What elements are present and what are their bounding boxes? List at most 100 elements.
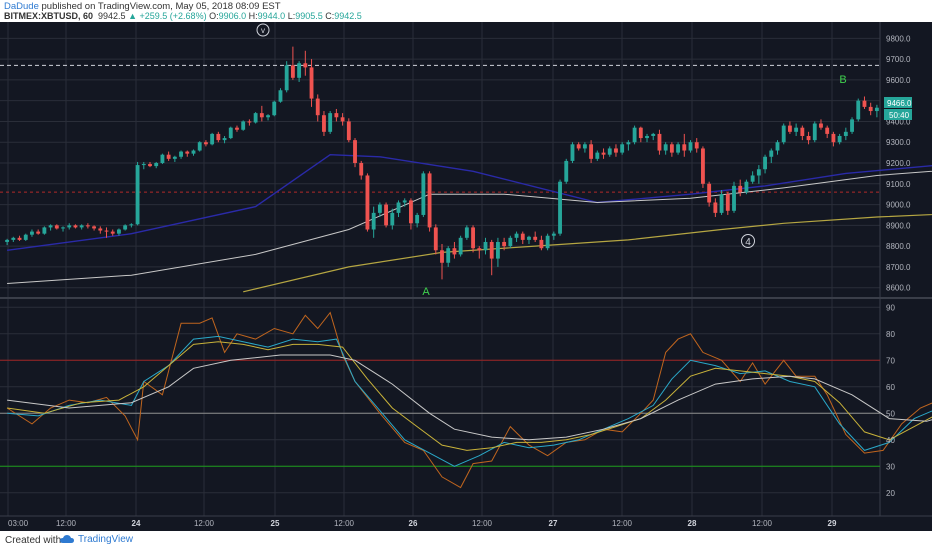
candle bbox=[365, 173, 370, 232]
candle-body bbox=[334, 113, 339, 118]
low-label: L: bbox=[287, 11, 296, 21]
candle bbox=[794, 123, 799, 136]
rsi-tick-label: 40 bbox=[886, 436, 895, 445]
candle-body bbox=[421, 173, 426, 215]
candle bbox=[135, 161, 140, 226]
candle-body bbox=[353, 140, 357, 163]
candle-body bbox=[110, 231, 115, 234]
candle bbox=[713, 198, 718, 218]
candle-body bbox=[303, 63, 308, 68]
candle-body bbox=[533, 236, 538, 240]
candle bbox=[129, 223, 134, 228]
candle-body bbox=[185, 151, 190, 154]
candle-body bbox=[502, 241, 507, 247]
candle-body bbox=[769, 150, 774, 157]
candle bbox=[272, 100, 277, 117]
candle bbox=[278, 88, 283, 103]
candle-body bbox=[73, 225, 78, 228]
candle-body bbox=[266, 115, 270, 118]
candle-body bbox=[701, 148, 705, 184]
candle bbox=[123, 224, 128, 231]
candle-body bbox=[340, 117, 345, 122]
candle-body bbox=[259, 113, 264, 118]
candle bbox=[303, 50, 308, 76]
candle-body bbox=[707, 183, 712, 203]
candle-body bbox=[812, 123, 817, 141]
price-tick-label: 9400.0 bbox=[886, 117, 911, 126]
candle-body bbox=[135, 165, 140, 225]
candle bbox=[79, 224, 84, 230]
candle bbox=[421, 171, 426, 218]
candle bbox=[266, 114, 270, 121]
candle bbox=[42, 226, 47, 235]
candle-body bbox=[471, 227, 475, 249]
rsi-tick-label: 80 bbox=[886, 330, 895, 339]
candle-body bbox=[384, 204, 389, 226]
author-link[interactable]: DaDude bbox=[4, 1, 39, 12]
candle bbox=[856, 98, 861, 122]
candle bbox=[558, 179, 562, 236]
candle bbox=[874, 104, 879, 118]
candle bbox=[346, 118, 351, 143]
candle bbox=[756, 165, 761, 184]
candle-body bbox=[365, 175, 370, 230]
candle-body bbox=[309, 67, 314, 99]
candle bbox=[551, 231, 556, 240]
candle bbox=[464, 225, 469, 240]
candle bbox=[843, 127, 848, 141]
candle-body bbox=[719, 194, 724, 213]
candle-body bbox=[508, 237, 513, 247]
candle-body bbox=[676, 144, 681, 153]
candle-body bbox=[527, 236, 531, 240]
time-tick-label: 25 bbox=[271, 519, 280, 528]
candle bbox=[763, 154, 767, 174]
chart-canvas[interactable]: 9800.09700.09600.09500.09400.09300.09200… bbox=[0, 22, 932, 531]
candle bbox=[502, 237, 507, 251]
candle-body bbox=[570, 144, 575, 161]
candle bbox=[61, 226, 65, 232]
candle bbox=[669, 142, 674, 157]
candle-body bbox=[732, 185, 736, 211]
candle-body bbox=[669, 144, 674, 153]
candle bbox=[30, 229, 34, 237]
candle-body bbox=[458, 237, 463, 255]
candle-body bbox=[179, 151, 183, 157]
candle-body bbox=[203, 142, 208, 145]
candle bbox=[638, 126, 643, 143]
candle bbox=[620, 142, 625, 155]
candle-body bbox=[222, 138, 227, 141]
cloud-icon bbox=[60, 535, 74, 543]
rsi-line-blue bbox=[7, 335, 932, 467]
rsi-tick-label: 50 bbox=[886, 409, 895, 418]
ma-yellow-line bbox=[243, 213, 932, 293]
candle bbox=[837, 133, 842, 145]
price-tick-label: 8900.0 bbox=[886, 221, 911, 230]
candle bbox=[732, 181, 736, 213]
candle bbox=[595, 150, 600, 161]
created-with-text: Created with bbox=[5, 535, 62, 546]
time-tick-label: 26 bbox=[409, 519, 418, 528]
candle bbox=[402, 198, 407, 207]
candle bbox=[850, 117, 854, 134]
candle bbox=[688, 140, 693, 153]
candle bbox=[582, 142, 587, 153]
candle bbox=[290, 46, 295, 80]
candle bbox=[328, 111, 333, 134]
candle-body bbox=[495, 241, 500, 259]
symbol-label: BITMEX:XBTUSD, 60 bbox=[4, 11, 94, 21]
time-tick-label: 24 bbox=[132, 519, 141, 528]
candle-body bbox=[775, 142, 780, 151]
candle-body bbox=[390, 212, 395, 226]
tradingview-logo[interactable]: TradingView bbox=[60, 534, 133, 545]
candle-body bbox=[638, 127, 643, 139]
time-tick-label: 12:00 bbox=[752, 519, 773, 528]
candle-body bbox=[794, 127, 799, 132]
candle-body bbox=[763, 156, 767, 170]
candle bbox=[831, 131, 836, 147]
candle-body bbox=[440, 250, 444, 263]
candle-body bbox=[228, 127, 233, 139]
candle bbox=[868, 102, 873, 116]
chart-footer: Created with TradingView bbox=[0, 531, 932, 550]
candle-body bbox=[626, 142, 631, 145]
